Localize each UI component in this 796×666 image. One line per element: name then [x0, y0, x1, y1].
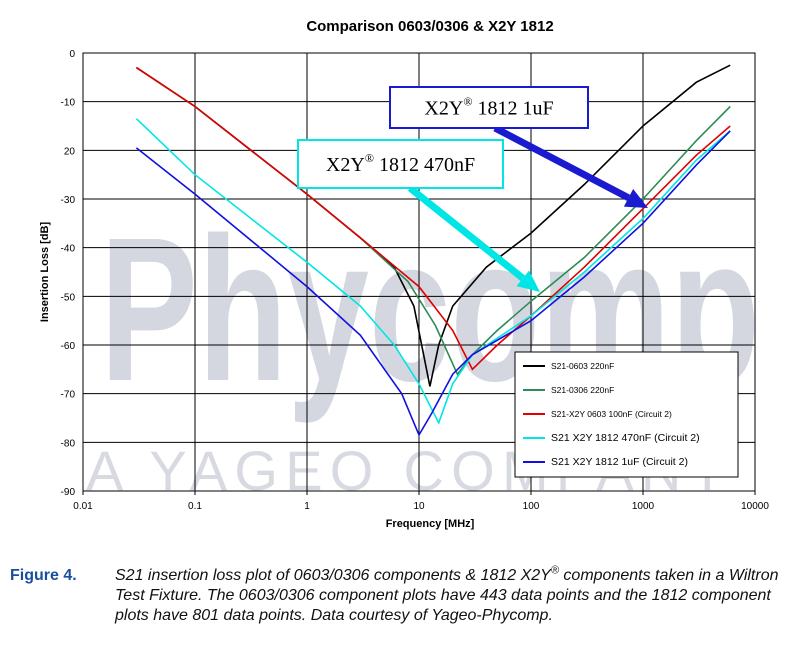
series-line	[135, 130, 731, 437]
series-line	[135, 118, 731, 425]
x-tick-label: 10	[413, 501, 425, 512]
legend-label: S21-0603 220nF	[551, 361, 614, 371]
annotation-text-part: 1812 470nF	[374, 154, 475, 176]
annotation-text: X2Y® 1812 470nF	[326, 151, 475, 176]
annotation-arrowhead	[623, 188, 648, 208]
x-tick-label: 1	[304, 501, 310, 512]
y-tick-label: -90	[61, 487, 76, 498]
caption-text-part: components taken in a Wiltron Test Fixtu…	[115, 567, 779, 624]
y-tick-label: -30	[61, 195, 76, 206]
legend-label: S21-X2Y 0603 100nF (Circuit 2)	[551, 409, 672, 419]
y-tick-label: 20	[64, 146, 76, 157]
y-tick-label: -60	[61, 341, 76, 352]
chart: Comparison 0603/0306 & X2Y 1812 Frequenc…	[39, 18, 769, 530]
caption-text: S21 insertion loss plot of 0603/0306 com…	[115, 564, 791, 626]
annotation-text-part: X2Y	[326, 154, 365, 176]
legend-label: S21 X2Y 1812 1uF (Circuit 2)	[551, 456, 688, 468]
caption-text-part: S21 insertion loss plot of 0603/0306 com…	[115, 567, 551, 584]
annotation-text-part: X2Y	[424, 98, 463, 120]
annotation-text: X2Y® 1812 1uF	[424, 95, 553, 120]
x-tick-label: 1000	[632, 501, 655, 512]
x-tick-label: 0.01	[73, 501, 93, 512]
x-tick-label: 10000	[741, 501, 769, 512]
annotation-sup: ®	[365, 151, 374, 165]
y-tick-label: -50	[61, 292, 76, 303]
y-axis-label: Insertion Loss [dB]	[39, 222, 51, 323]
annotation-arrow	[493, 124, 631, 201]
caption-sup: ®	[550, 564, 559, 577]
annotation-box	[389, 86, 589, 129]
y-tick-label: -80	[61, 438, 76, 449]
annotation-arrow	[407, 185, 526, 281]
legend-label: S21 X2Y 1812 470nF (Circuit 2)	[551, 432, 700, 444]
y-tick-label: -10	[61, 98, 76, 109]
x-axis-label: Frequency [MHz]	[386, 518, 475, 530]
x-tick-label: 0.1	[188, 501, 202, 512]
chart-title: Comparison 0603/0306 & X2Y 1812	[306, 18, 553, 35]
caption-label: Figure 4.	[10, 567, 77, 584]
annotation-sup: ®	[463, 95, 472, 109]
series-line	[135, 66, 731, 371]
x-tick-label: 100	[523, 501, 540, 512]
legend-label: S21-0306 220nF	[551, 385, 614, 395]
annotation-box	[297, 139, 504, 189]
legend-box	[514, 351, 739, 478]
plot-border	[82, 52, 756, 492]
annotation-arrowhead	[516, 270, 540, 292]
y-tick-label: 0	[69, 49, 75, 60]
y-tick-label: -40	[61, 244, 76, 255]
annotation-text-part: 1812 1uF	[472, 98, 553, 120]
y-tick-label: -70	[61, 390, 76, 401]
